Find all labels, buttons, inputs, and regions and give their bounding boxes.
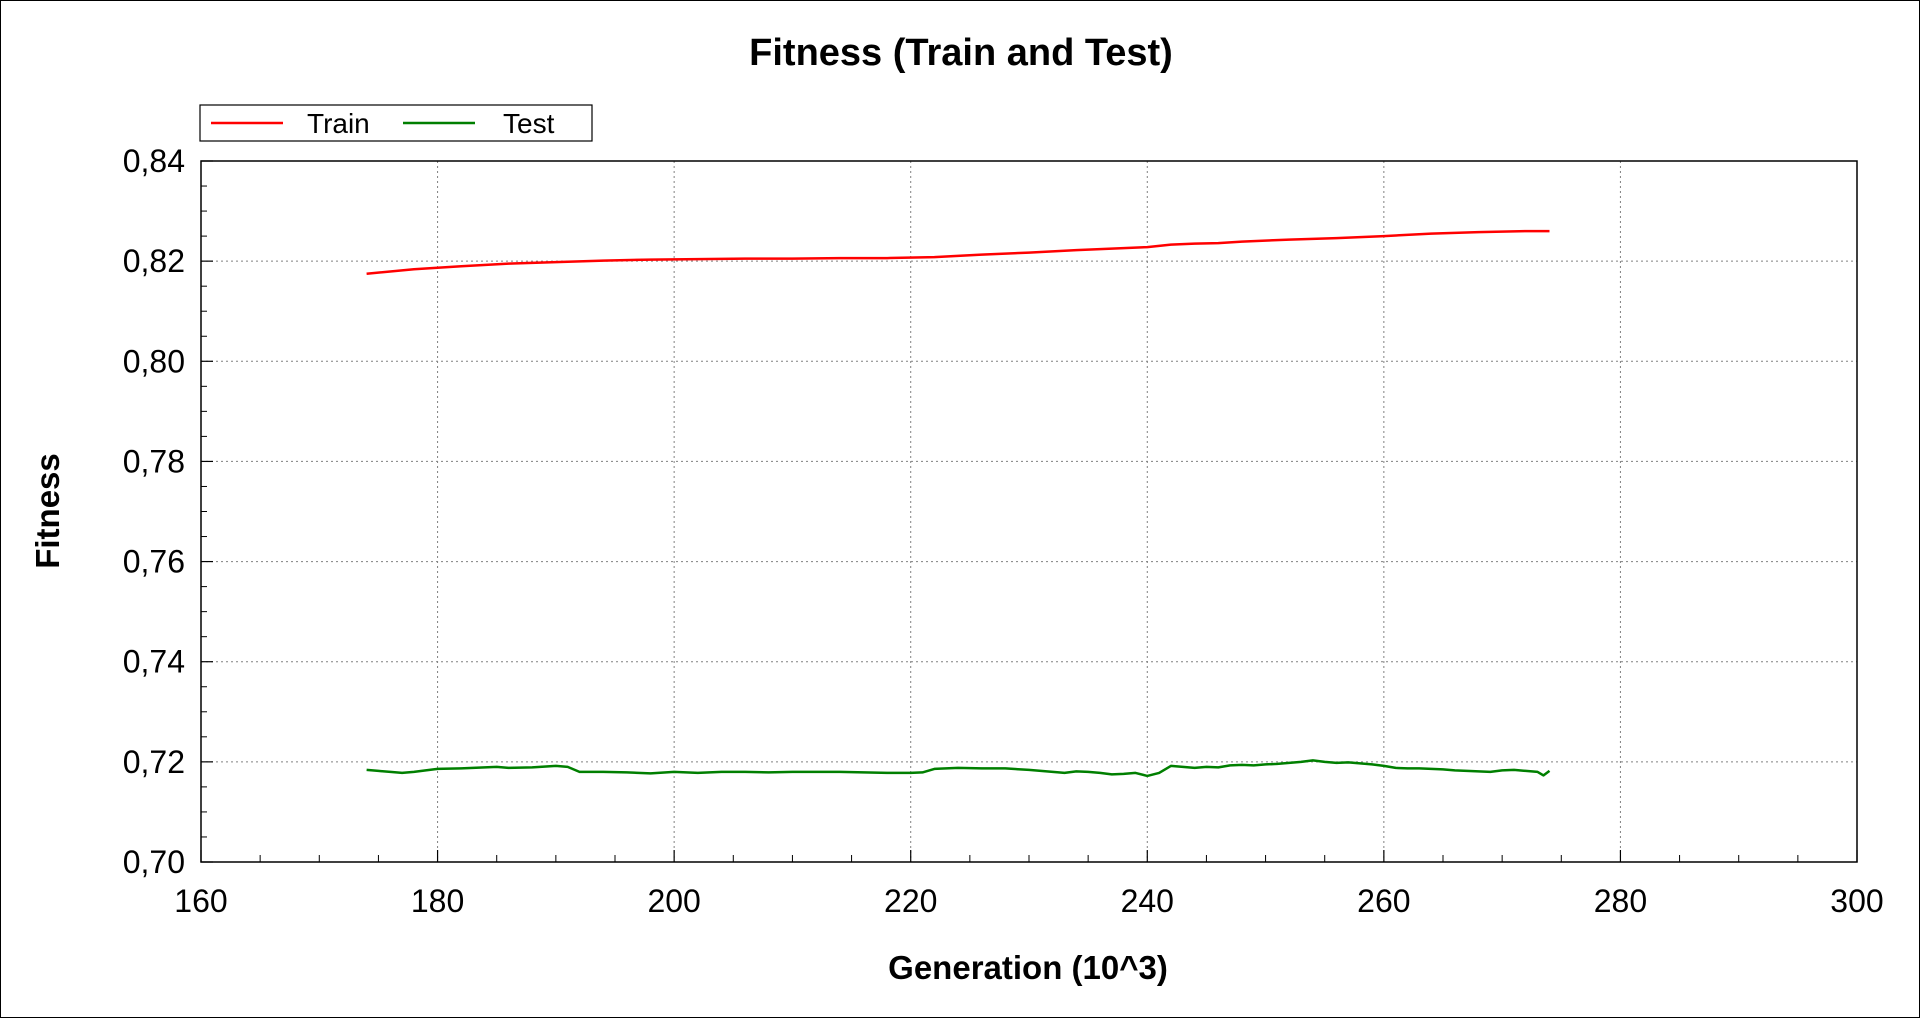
- x-tick-labels: 160 180 200 220 240 260 280 300: [174, 883, 1883, 919]
- legend-label-train: Train: [307, 108, 370, 139]
- y-tick-label: 0,80: [123, 343, 185, 379]
- x-tick-label: 240: [1121, 883, 1174, 919]
- series-line-train: [366, 229, 1550, 275]
- y-tick-label: 0,84: [123, 143, 185, 179]
- x-tick-label: 260: [1357, 883, 1410, 919]
- x-tick-label: 220: [884, 883, 937, 919]
- grid-lines: [201, 161, 1857, 862]
- x-tick-label: 200: [647, 883, 700, 919]
- y-tick-label: 0,78: [123, 443, 185, 479]
- chart-title: Fitness (Train and Test): [749, 32, 1173, 74]
- x-tick-label: 280: [1594, 883, 1647, 919]
- y-tick-label: 0,82: [123, 243, 185, 279]
- legend-label-test: Test: [503, 108, 555, 139]
- y-tick-labels: 0,70 0,72 0,74 0,76 0,78 0,80 0,82 0,84: [123, 143, 185, 880]
- series-layer: [366, 229, 1551, 778]
- y-axis-title: Fitness: [29, 453, 66, 569]
- x-tick-label: 160: [174, 883, 227, 919]
- y-tick-label: 0,72: [123, 744, 185, 780]
- y-tick-label: 0,70: [123, 844, 185, 880]
- plot-area: [201, 161, 1857, 862]
- legend: Train Test: [199, 104, 593, 142]
- y-tick-label: 0,76: [123, 544, 185, 580]
- x-tick-label: 300: [1830, 883, 1883, 919]
- plot-frame: [200, 160, 1858, 863]
- y-tick-label: 0,74: [123, 644, 185, 680]
- x-tick-label: 180: [411, 883, 464, 919]
- series-line-test: [366, 759, 1551, 778]
- x-axis-title: Generation (10^3): [888, 949, 1168, 986]
